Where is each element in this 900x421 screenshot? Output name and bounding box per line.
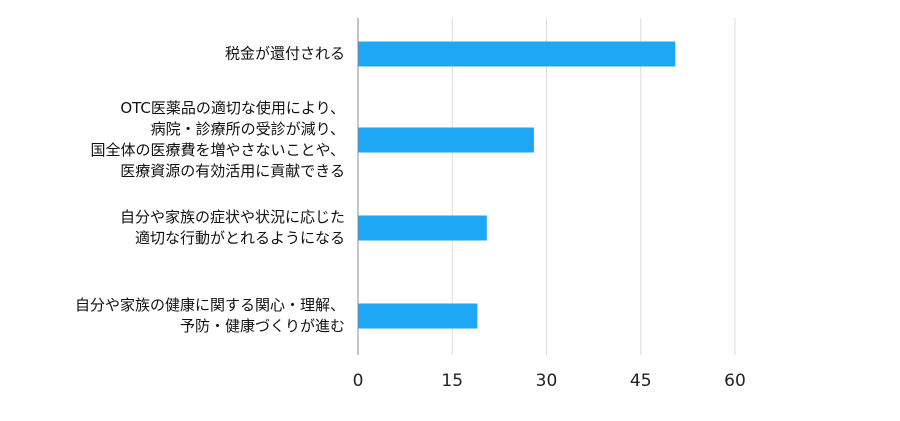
category-label-4-line-2: 予防・健康づくりが進む [180,317,345,335]
x-tick-45: 45 [630,371,652,391]
category-label-2-line-3: 国全体の医療費を増やさないことや、 [90,141,345,159]
category-label-3-line-2: 適切な行動がとれるようになる [135,229,345,247]
x-tick-0: 0 [353,371,364,391]
x-tick-30: 30 [536,371,558,391]
category-label-1-line-1: 税金が還付される [225,45,345,63]
x-tick-labels: 0 15 30 45 60 [353,371,746,391]
bar-4 [358,303,478,329]
bar-3 [358,215,487,241]
category-labels: 税金が還付される OTC医薬品の適切な使用により、病院・診療所の受診が減り、国全体… [75,45,345,336]
bar-1 [358,41,676,67]
category-label-2-line-1: OTC医薬品の適切な使用により、 [120,99,345,117]
grid-lines [451,18,736,355]
category-label-2-line-2: 病院・診療所の受診が減り、 [151,120,345,138]
x-tick-15: 15 [441,371,463,391]
category-label-4-line-1: 自分や家族の健康に関する関心・理解、 [75,296,345,314]
category-label-3-line-1: 自分や家族の症状や状況に応じた [120,208,345,226]
category-label-2-line-4: 医療資源の有効活用に貢献できる [120,162,345,180]
bars [358,41,676,329]
x-tick-60: 60 [724,371,746,391]
bar-2 [358,127,534,153]
